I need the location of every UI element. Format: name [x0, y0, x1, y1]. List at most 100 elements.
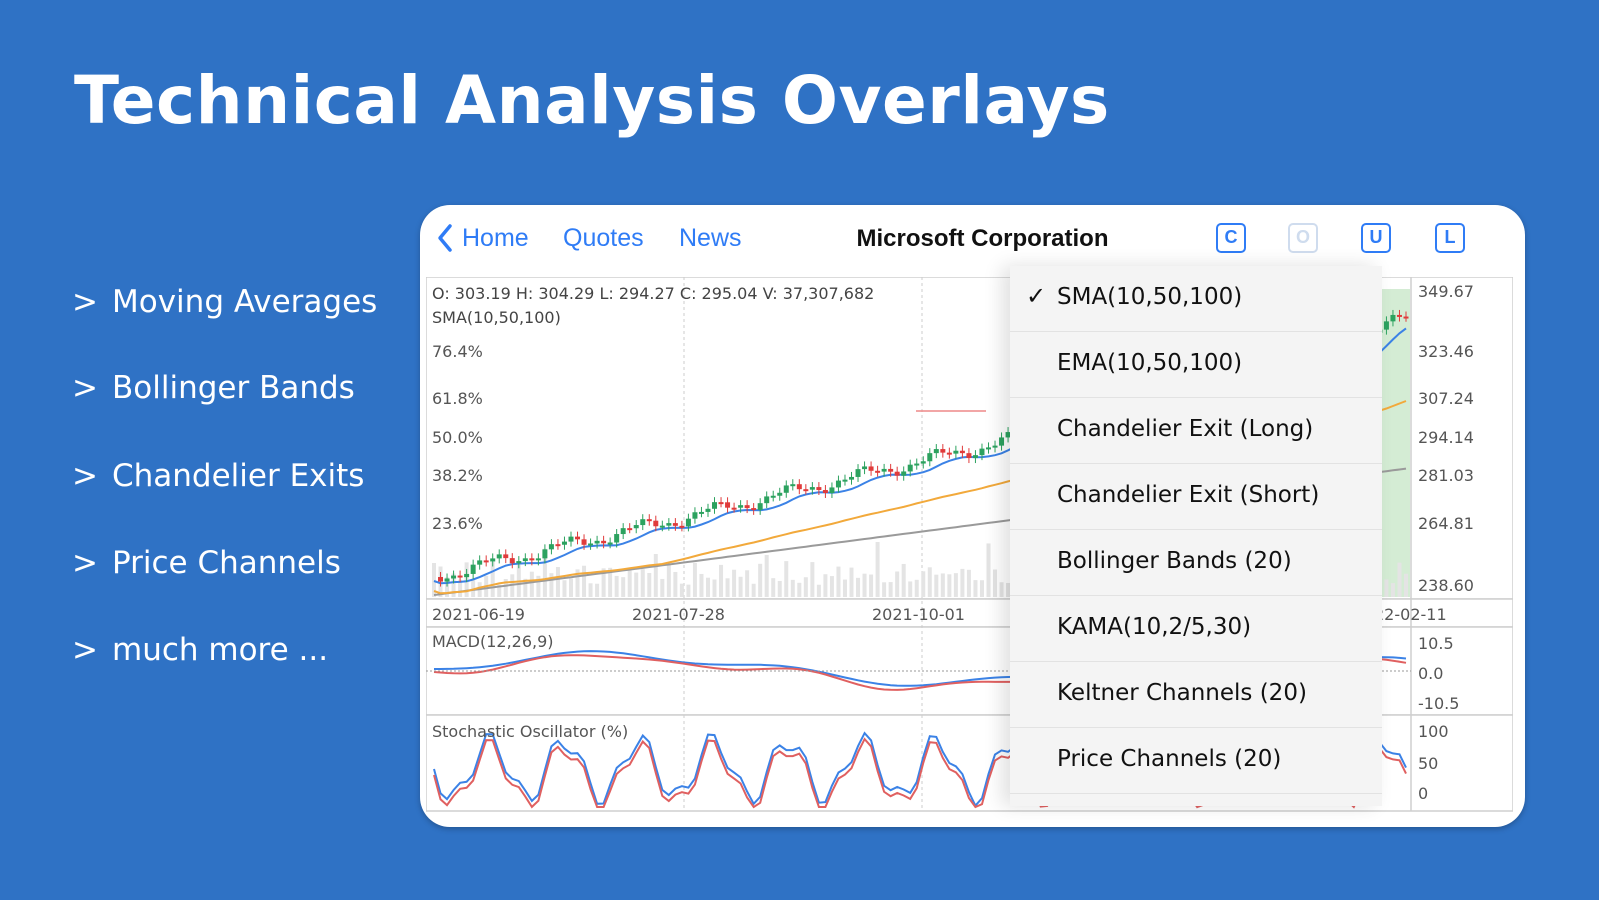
menu-item-ema[interactable]: EMA(10,50,100) [1010, 332, 1382, 398]
candle [770, 495, 776, 498]
candle [457, 575, 463, 578]
chevron-right-icon: > [72, 284, 98, 320]
volume-bar [986, 543, 991, 597]
volume-bar [914, 579, 919, 597]
volume-bar [829, 576, 834, 597]
volume-bar [1404, 573, 1408, 597]
overlay-button[interactable]: O [1288, 223, 1318, 253]
candle [953, 450, 959, 454]
candle [529, 558, 535, 561]
feature-label: much more ... [112, 632, 329, 668]
feature-item: > Chandelier Exits [72, 458, 364, 494]
volume-bar [562, 580, 567, 597]
layout-button[interactable]: L [1435, 223, 1465, 253]
menu-item-label: Chandelier Exit (Long) [1057, 416, 1314, 442]
feature-item: > Price Channels [72, 545, 341, 581]
candle [548, 544, 554, 550]
feature-item: > much more ... [72, 632, 328, 668]
candle [561, 541, 567, 545]
home-link[interactable]: Home [462, 224, 529, 252]
volume-bar [686, 584, 691, 597]
volume-bar [555, 567, 560, 597]
candle [666, 523, 672, 526]
candle [855, 469, 861, 477]
candle [796, 484, 802, 490]
candle [614, 534, 620, 543]
candle [470, 564, 476, 574]
menu-item-kama[interactable]: KAMA(10,2/5,30) [1010, 596, 1382, 662]
volume-bar [888, 582, 893, 597]
volume-bar [614, 575, 619, 597]
macd-tick: 0.0 [1418, 664, 1443, 683]
menu-item-chandelier-short[interactable]: Chandelier Exit (Short) [1010, 464, 1382, 530]
volume-bar [608, 567, 613, 597]
underlay-button[interactable]: U [1361, 223, 1391, 253]
volume-bar [725, 578, 730, 597]
candle [1396, 314, 1402, 317]
nav-bar: Home Quotes News Microsoft Corporation C… [420, 205, 1525, 271]
volume-bar [836, 566, 841, 597]
menu-item-bollinger[interactable]: Bollinger Bands (20) [1010, 530, 1382, 596]
volume-bar [895, 571, 900, 597]
indicator-label: SMA(10,50,100) [432, 308, 561, 327]
volume-bar [784, 561, 789, 597]
candle [594, 540, 600, 544]
volume-bar [634, 572, 639, 597]
volume-bar [953, 573, 958, 597]
volume-bar [542, 548, 547, 597]
macd-tick: 10.5 [1418, 634, 1454, 653]
volume-bar [823, 574, 828, 597]
candle [496, 554, 502, 559]
volume-bar [803, 577, 808, 597]
menu-item-label: Price Channels (20) [1057, 746, 1282, 772]
macd-tick: -10.5 [1418, 694, 1459, 713]
candle [894, 471, 900, 476]
fib-level-label: 50.0% [432, 428, 483, 447]
chevron-right-icon: > [72, 458, 98, 494]
menu-item-chandelier-long[interactable]: Chandelier Exit (Long) [1010, 398, 1382, 464]
page-title: Microsoft Corporation [856, 225, 1109, 252]
candle [509, 558, 515, 564]
menu-item-label: Keltner Channels (20) [1057, 680, 1307, 706]
date-tick: 2021-10-01 [872, 605, 965, 624]
candle [535, 558, 541, 561]
volume-bar [960, 568, 965, 597]
candle [542, 549, 548, 559]
menu-item-sma[interactable]: ✓ SMA(10,50,100) [1010, 266, 1382, 332]
volume-bar [849, 567, 854, 597]
candle [1005, 432, 1011, 438]
page-headline: Technical Analysis Overlays [74, 62, 1110, 139]
candle [972, 455, 978, 459]
overlay-menu: ✓ SMA(10,50,100) EMA(10,50,100) Chandelie… [1010, 266, 1382, 806]
candle [646, 519, 652, 522]
volume-bar [869, 574, 874, 597]
candle [888, 468, 894, 472]
candle [705, 508, 711, 512]
fib-level-label: 76.4% [432, 342, 483, 361]
chevron-left-icon[interactable] [436, 223, 454, 253]
volume-bar [875, 542, 880, 597]
candle [822, 490, 828, 493]
macd-label: MACD(12,26,9) [432, 632, 554, 651]
volume-bar [719, 564, 724, 597]
candle [633, 525, 639, 529]
candle [875, 470, 881, 473]
volume-bar [497, 584, 502, 597]
menu-item-price-channels[interactable]: Price Channels (20) [1010, 728, 1382, 794]
candle [672, 523, 678, 526]
candle [627, 528, 633, 531]
chart-type-button[interactable]: C [1216, 223, 1246, 253]
menu-item-keltner[interactable]: Keltner Channels (20) [1010, 662, 1382, 728]
candle [659, 525, 665, 528]
candle [738, 505, 744, 508]
candle [849, 476, 855, 480]
volume-bar [705, 577, 710, 597]
quotes-link[interactable]: Quotes [563, 224, 644, 252]
volume-bar [842, 579, 847, 597]
candle [679, 525, 685, 528]
candle [725, 502, 731, 508]
volume-bar [712, 579, 717, 597]
news-link[interactable]: News [679, 224, 742, 252]
candle [933, 449, 939, 454]
ohlc-readout: O: 303.19 H: 304.29 L: 294.27 C: 295.04 … [432, 284, 874, 303]
